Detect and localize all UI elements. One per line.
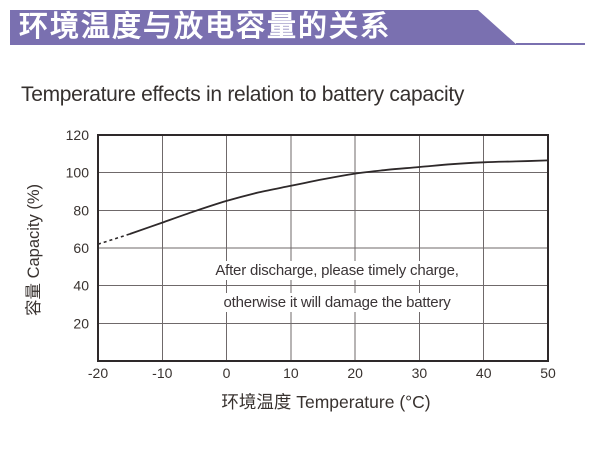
banner-title: 环境温度与放电容量的关系: [19, 11, 392, 43]
x-tick-label-0: 0: [223, 365, 231, 381]
curve-capacity-vs-temperature: [129, 159, 549, 235]
x-tick-label--10: -10: [152, 365, 172, 381]
y-tick-label-60: 60: [73, 240, 89, 256]
y-axis-label: 容量 Capacity (%): [24, 184, 43, 316]
y-tick-label-40: 40: [73, 278, 89, 294]
header-banner: 环境温度与放电容量的关系: [10, 10, 517, 45]
x-tick-label--20: -20: [88, 365, 108, 381]
x-tick-label-10: 10: [283, 365, 299, 381]
y-tick-label-80: 80: [73, 202, 89, 218]
chart-title: Temperature effects in relation to batte…: [21, 83, 465, 106]
y-tick-label-20: 20: [73, 315, 89, 331]
x-tick-label-20: 20: [347, 365, 363, 381]
annotation-line-1: After discharge, please timely charge,: [210, 261, 464, 280]
annotation-line-2: otherwise it will damage the battery: [218, 293, 456, 312]
x-tick-label-50: 50: [540, 365, 556, 381]
y-tick-label-120: 120: [66, 127, 90, 143]
y-tick-label-100: 100: [66, 165, 90, 181]
x-tick-label-30: 30: [412, 365, 428, 381]
x-tick-label-40: 40: [476, 365, 492, 381]
plot-frame: [97, 134, 549, 362]
curve-dashed-segment: [97, 233, 131, 245]
x-axis-label: 环境温度 Temperature (°C): [221, 392, 430, 412]
banner-accent-line: [516, 43, 585, 45]
